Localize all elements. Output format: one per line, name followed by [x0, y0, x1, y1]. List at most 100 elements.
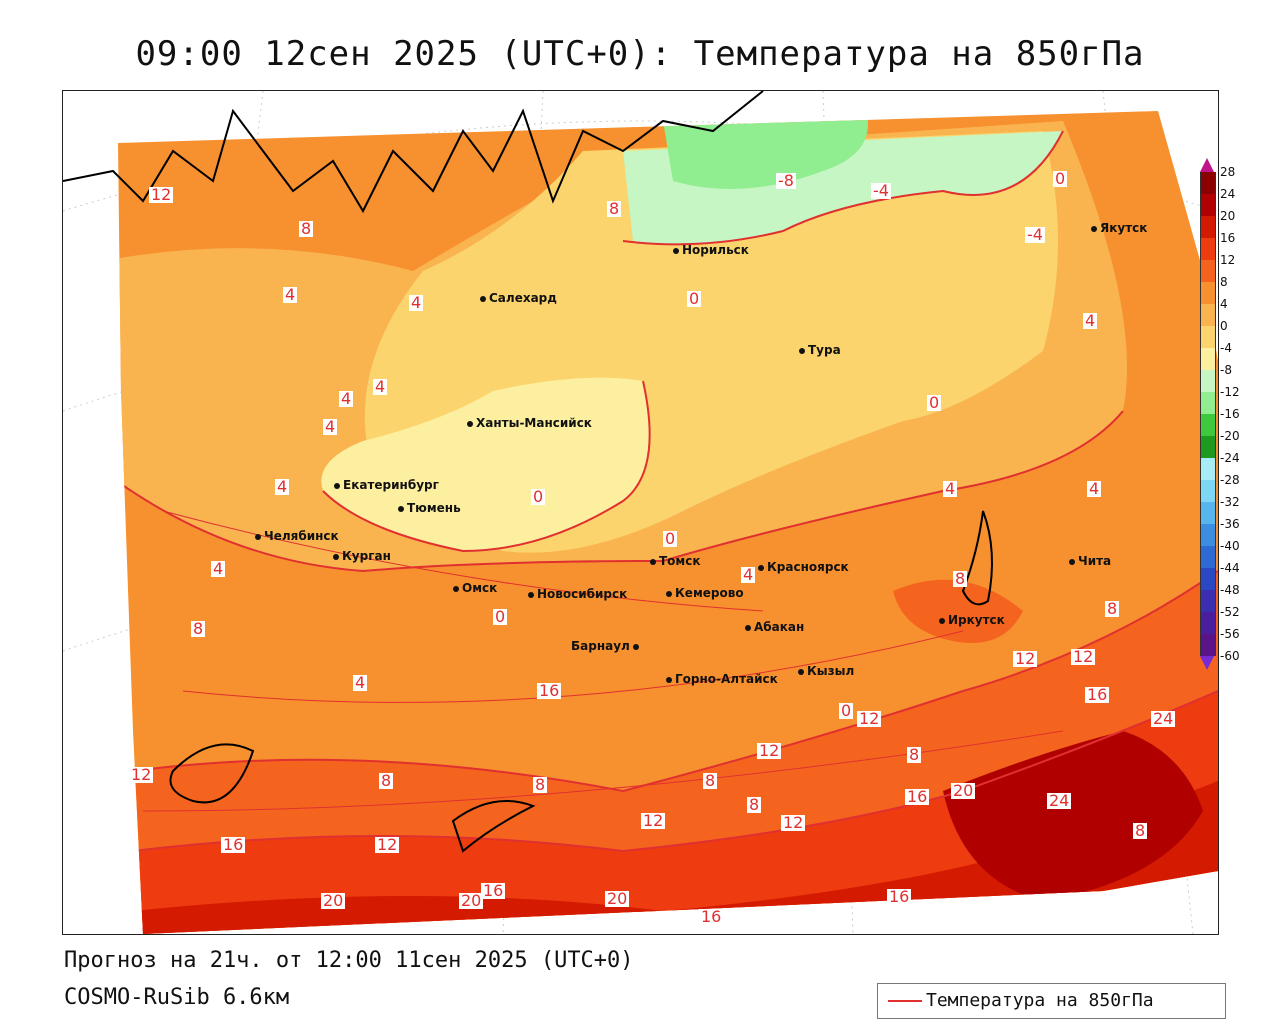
- contour-label: 8: [379, 771, 394, 790]
- contour-label: 4: [943, 479, 958, 498]
- contour-label: 4: [1087, 479, 1102, 498]
- city-yekaterinburg: Екатеринбург: [334, 478, 439, 492]
- contour-label: 8: [1105, 599, 1120, 618]
- legend: Температура на 850гПа: [877, 983, 1226, 1019]
- contour-label: 4: [339, 389, 354, 408]
- coastline: [63, 91, 993, 853]
- contour-label: 12: [1071, 647, 1096, 666]
- colorbar-tick-label: 4: [1220, 297, 1228, 311]
- colorbar-cell: [1200, 172, 1216, 194]
- contour-label: 4: [323, 417, 338, 436]
- colorbar-cell: [1200, 304, 1216, 326]
- city-kurgan: Курган: [333, 549, 391, 563]
- colorbar-tick-label: -36: [1220, 517, 1240, 531]
- contour-label: 0: [663, 529, 678, 548]
- city-tyumen: Тюмень: [398, 501, 461, 515]
- contour-label: 8: [1133, 821, 1148, 840]
- colorbar-tick-label: -12: [1220, 385, 1240, 399]
- colorbar-cell: [1200, 546, 1216, 568]
- colorbar-cell: [1200, 414, 1216, 436]
- city-dot: [666, 676, 672, 683]
- colorbar-cell: [1200, 458, 1216, 480]
- temperature-fields: [118, 111, 1218, 934]
- colorbar-cell: [1200, 348, 1216, 370]
- colorbar-tick-label: -20: [1220, 429, 1240, 443]
- colorbar-tick-label: -16: [1220, 407, 1240, 421]
- contour-label: 0: [493, 607, 508, 626]
- colorbar-tick-label: -4: [1220, 341, 1232, 355]
- contour-label: 8: [907, 745, 922, 764]
- contour-label: -4: [1025, 225, 1045, 244]
- colorbar-cell: [1200, 568, 1216, 590]
- contour-label: 16: [905, 787, 930, 806]
- colorbar-cell: [1200, 436, 1216, 458]
- map-area[interactable]: Салехард Норильск Якутск Тура Ханты-Манс…: [62, 90, 1219, 935]
- colorbar-cell: [1200, 370, 1216, 392]
- city-abakan: Абакан: [745, 620, 804, 634]
- contour-label: 0: [839, 701, 854, 720]
- contour-label: 8: [533, 775, 548, 794]
- legend-line-swatch: [888, 1000, 922, 1002]
- city-barnaul: Барнаул: [571, 639, 642, 653]
- colorbar-tick-label: -56: [1220, 627, 1240, 641]
- contour-label: 4: [353, 673, 368, 692]
- contour-label: -4: [871, 181, 891, 200]
- city-tura: Тура: [799, 343, 841, 357]
- colorbar-tick-label: 20: [1220, 209, 1236, 223]
- colorbar-cell: [1200, 216, 1216, 238]
- contour-label: 4: [1083, 311, 1098, 330]
- contour-label: 24: [1047, 791, 1072, 810]
- contour-label: 8: [191, 619, 206, 638]
- model-info: COSMO-RuSib 6.6км: [64, 985, 290, 1010]
- contour-label: 4: [283, 285, 298, 304]
- contour-label: 4: [409, 293, 424, 312]
- city-gorno-altaysk: Горно-Алтайск: [666, 672, 778, 686]
- contour-label: 16: [699, 907, 724, 926]
- contour-label: 4: [373, 377, 388, 396]
- city-dot: [939, 617, 945, 624]
- city-dot: [1091, 225, 1097, 232]
- contour-label: 8: [953, 569, 968, 588]
- colorbar-tick-label: -8: [1220, 363, 1232, 377]
- colorbar-cell: [1200, 392, 1216, 414]
- city-dot: [398, 505, 404, 512]
- contour-label: -8: [776, 171, 796, 190]
- city-dot: [650, 558, 656, 565]
- city-chelyabinsk: Челябинск: [255, 529, 339, 543]
- colorbar: [1200, 158, 1216, 670]
- contour-label: 4: [211, 559, 226, 578]
- forecast-info: Прогноз на 21ч. от 12:00 11сен 2025 (UTC…: [64, 948, 634, 973]
- contour-label: 8: [747, 795, 762, 814]
- city-irkutsk: Иркутск: [939, 613, 1005, 627]
- contour-label: 16: [1085, 685, 1110, 704]
- colorbar-tick-label: -44: [1220, 561, 1240, 575]
- city-omsk: Омск: [453, 581, 497, 595]
- city-dot: [333, 553, 339, 560]
- contour-label: 16: [887, 887, 912, 906]
- colorbar-tick-label: 28: [1220, 165, 1236, 179]
- colorbar-tick-label: -60: [1220, 649, 1240, 663]
- colorbar-cell: [1200, 194, 1216, 216]
- colorbar-cell: [1200, 260, 1216, 282]
- colorbar-cell: [1200, 590, 1216, 612]
- map-title: 09:00 12сен 2025 (UTC+0): Температура на…: [135, 34, 1145, 74]
- city-norilsk: Норильск: [673, 243, 749, 257]
- contour-label: 0: [531, 487, 546, 506]
- city-novosibirsk: Новосибирск: [528, 587, 627, 601]
- colorbar-max-arrow: [1200, 158, 1214, 172]
- colorbar-tick-label: -28: [1220, 473, 1240, 487]
- contour-label: 0: [927, 393, 942, 412]
- contour-label: 12: [375, 835, 400, 854]
- contour-label: 12: [781, 813, 806, 832]
- colorbar-cell: [1200, 634, 1216, 656]
- contour-label: 12: [641, 811, 666, 830]
- contour-label: 4: [275, 477, 290, 496]
- contour-label: 16: [537, 681, 562, 700]
- colorbar-cell: [1200, 326, 1216, 348]
- colorbar-min-arrow: [1200, 656, 1214, 670]
- city-dot: [798, 668, 804, 675]
- contour-label: 20: [605, 889, 630, 908]
- city-dot: [480, 295, 486, 302]
- contour-label: 12: [1013, 649, 1038, 668]
- city-kyzyl: Кызыл: [798, 664, 854, 678]
